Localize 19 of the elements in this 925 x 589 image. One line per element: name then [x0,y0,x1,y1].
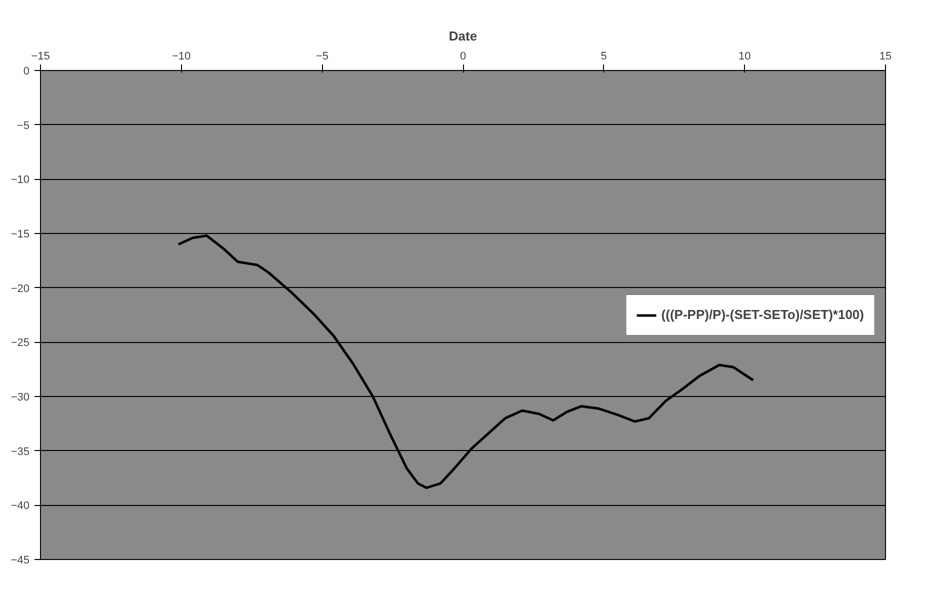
x-tick-label: 10 [738,50,751,62]
y-tick-label: −45 [10,554,30,566]
y-tick-label: −30 [10,392,30,404]
x-tick-label: −10 [172,50,191,62]
legend-label: (((P-PP)/P)-(SET-SETo)/SET)*100) [661,307,864,322]
x-tick-label: 0 [460,50,466,62]
y-tick-label: −15 [10,228,30,240]
y-tick-label: −25 [10,337,30,350]
x-axis-title: Date [448,28,478,44]
x-tick-label: −15 [31,50,50,62]
y-tick-label: −35 [10,446,30,458]
y-tick-label: −5 [16,120,30,132]
y-tick-label: −20 [10,282,30,295]
y-tick-label: −10 [10,174,30,186]
x-tick-label: 5 [600,50,607,62]
x-tick-label: 15 [879,50,892,62]
y-tick-label: 0 [23,66,30,78]
y-tick-label: −40 [10,500,30,512]
x-tick-label: −5 [316,50,328,62]
